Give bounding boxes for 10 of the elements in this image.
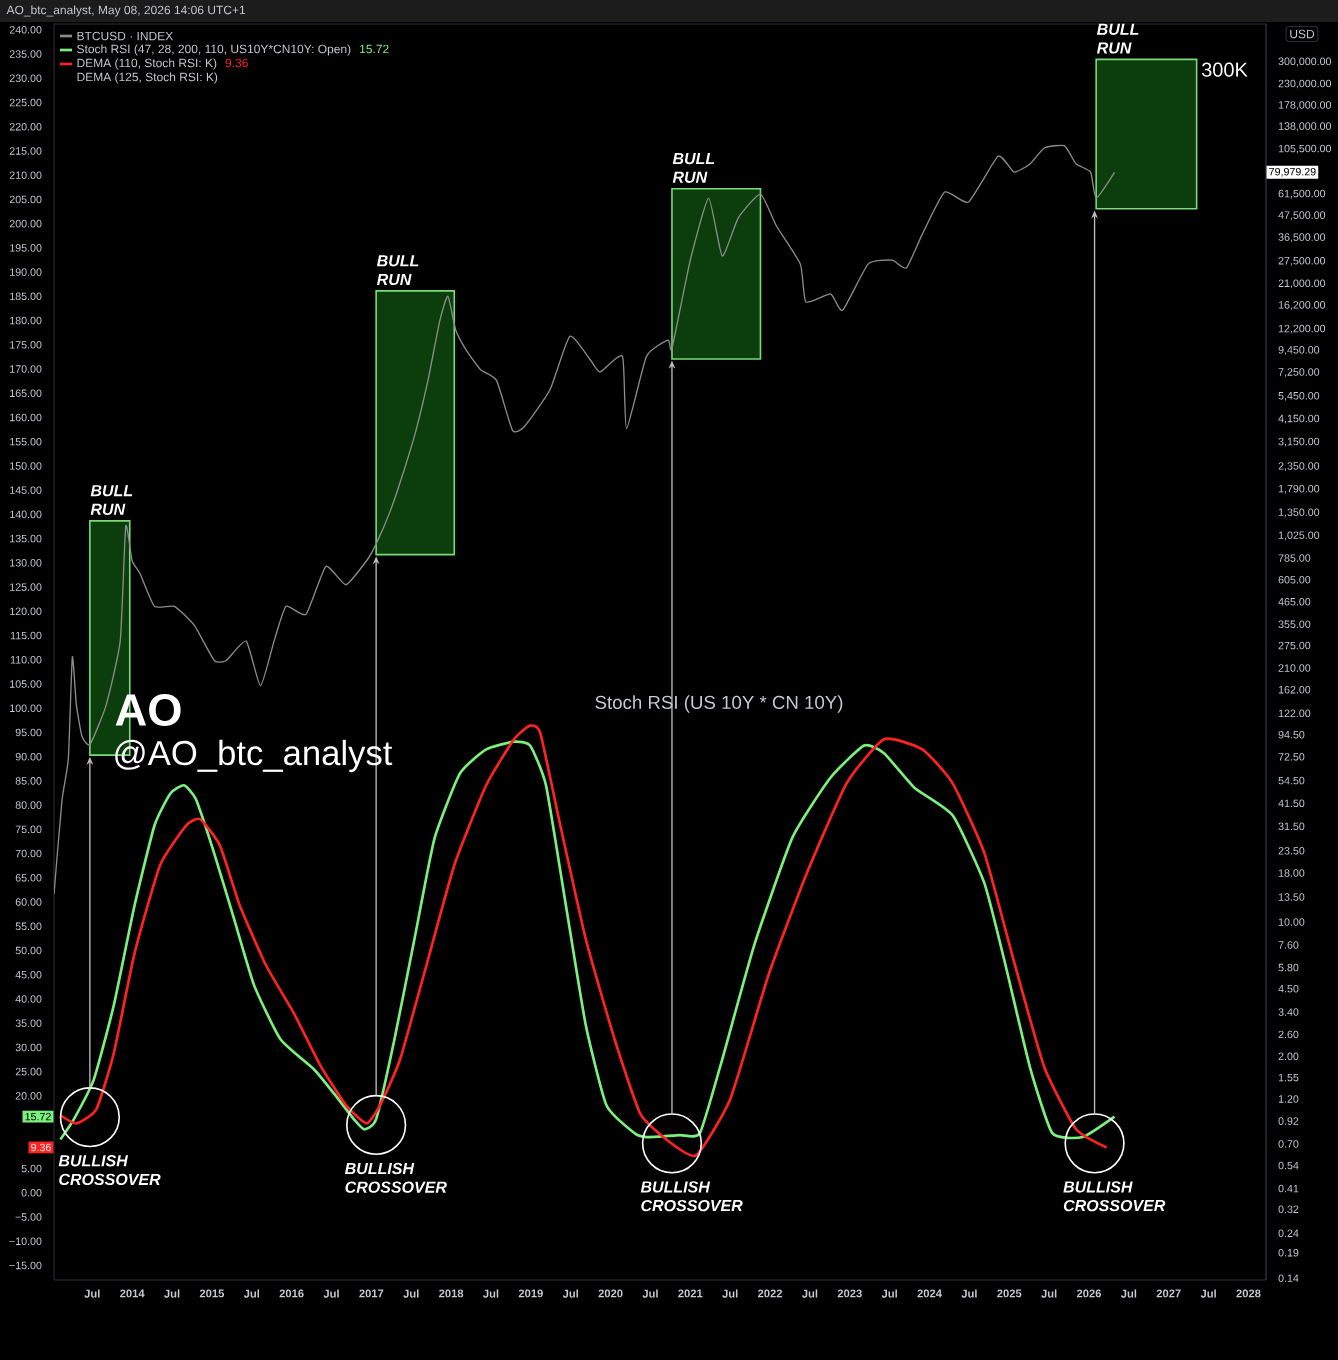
annotation: BULLISH CROSSOVER xyxy=(1063,1181,1166,1212)
annotation: BULLISH CROSSOVER xyxy=(344,1162,447,1193)
band-label: BULL RUN xyxy=(376,255,419,286)
band-label: BULL RUN xyxy=(672,153,715,183)
annotation: 300K xyxy=(1201,62,1248,77)
annotation: BULLISH CROSSOVER xyxy=(640,1181,743,1212)
annotation: BULLISH CROSSOVER xyxy=(58,1155,161,1186)
line-series xyxy=(54,145,1116,895)
band-label: BULL RUN xyxy=(90,485,133,516)
band-label: BULL RUN xyxy=(1096,23,1139,54)
